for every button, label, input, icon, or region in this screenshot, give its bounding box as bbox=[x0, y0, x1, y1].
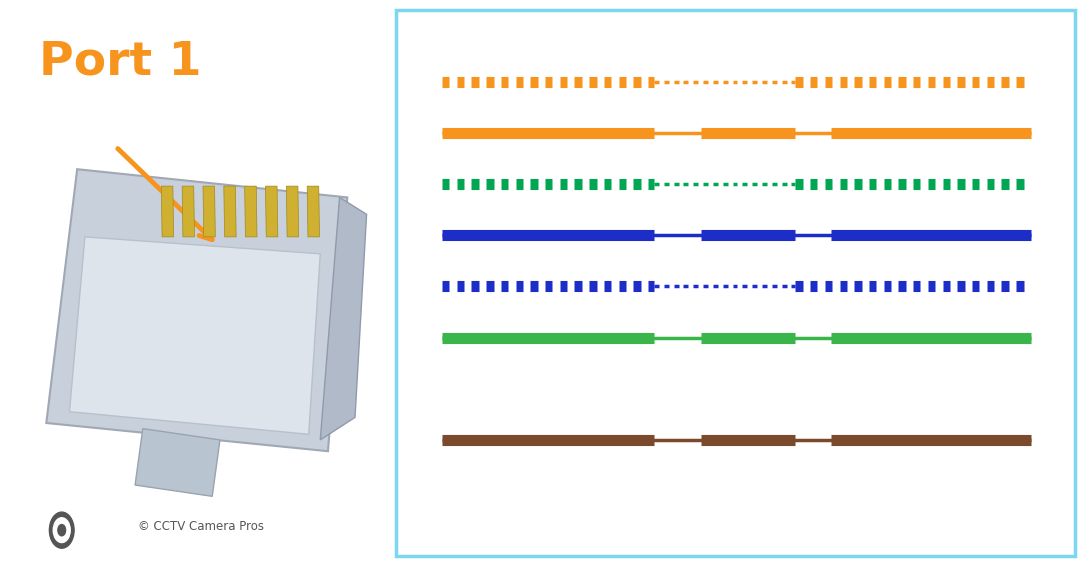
Text: 8: 8 bbox=[411, 430, 424, 450]
Polygon shape bbox=[245, 186, 257, 237]
Polygon shape bbox=[47, 169, 348, 451]
Circle shape bbox=[53, 518, 71, 543]
Text: 3: 3 bbox=[411, 175, 424, 193]
Polygon shape bbox=[203, 186, 215, 237]
Circle shape bbox=[49, 512, 74, 548]
Text: 2: 2 bbox=[1049, 124, 1062, 143]
Polygon shape bbox=[321, 197, 366, 440]
Text: 1: 1 bbox=[411, 72, 424, 91]
Text: Port 1: Port 1 bbox=[39, 39, 201, 85]
Text: 4: 4 bbox=[411, 226, 424, 245]
Text: 6: 6 bbox=[411, 328, 424, 347]
Text: 7: 7 bbox=[411, 379, 424, 398]
Polygon shape bbox=[265, 186, 278, 237]
Text: 8: 8 bbox=[1049, 430, 1062, 450]
Polygon shape bbox=[70, 237, 321, 434]
Polygon shape bbox=[286, 186, 299, 237]
Text: 7: 7 bbox=[1049, 379, 1062, 398]
Text: Straight-through wired cables: Straight-through wired cables bbox=[530, 494, 942, 522]
Polygon shape bbox=[308, 186, 320, 237]
Text: 5: 5 bbox=[411, 277, 424, 296]
Text: 3: 3 bbox=[1049, 175, 1062, 193]
Polygon shape bbox=[161, 186, 174, 237]
Text: © CCTV Camera Pros: © CCTV Camera Pros bbox=[138, 520, 264, 533]
Polygon shape bbox=[183, 186, 195, 237]
Polygon shape bbox=[135, 429, 220, 496]
Circle shape bbox=[58, 525, 65, 536]
Text: 4: 4 bbox=[1049, 226, 1062, 245]
Text: 1: 1 bbox=[1049, 72, 1062, 91]
Polygon shape bbox=[224, 186, 236, 237]
Text: 6: 6 bbox=[1049, 328, 1062, 347]
Text: 5: 5 bbox=[1049, 277, 1062, 296]
Text: 2: 2 bbox=[411, 124, 424, 143]
